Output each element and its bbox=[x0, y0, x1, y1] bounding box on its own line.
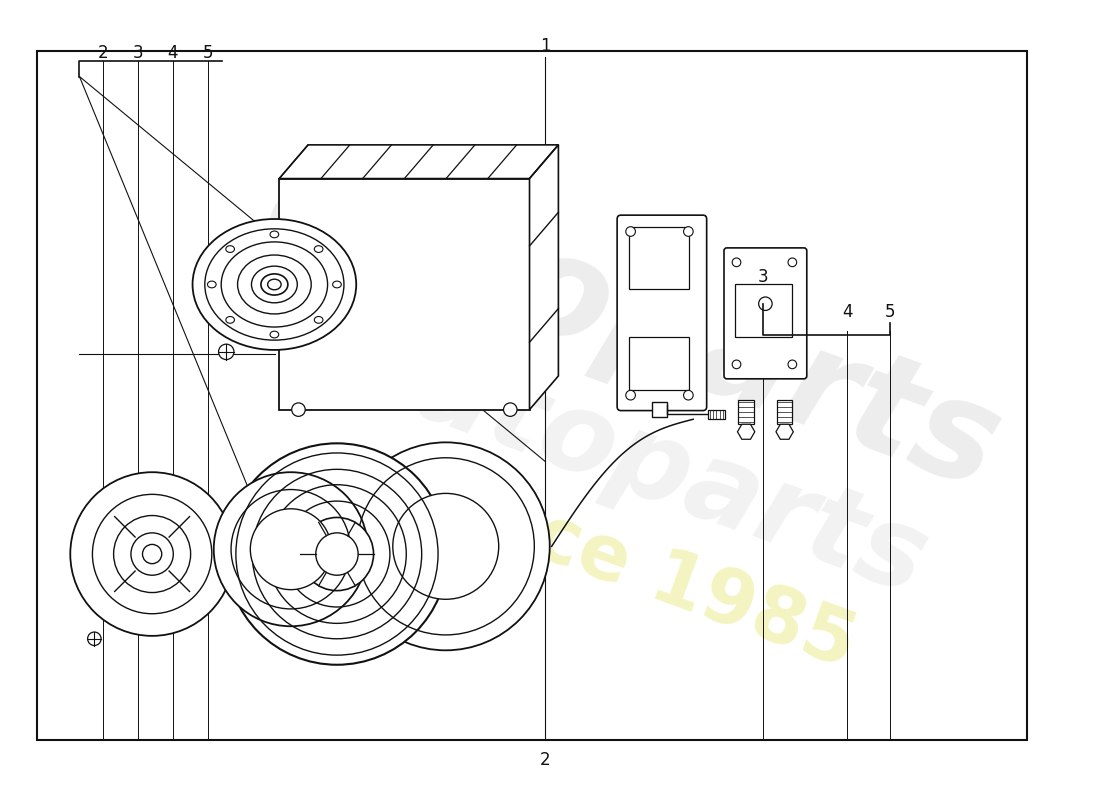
Circle shape bbox=[143, 545, 162, 564]
Polygon shape bbox=[279, 145, 559, 178]
Circle shape bbox=[131, 533, 174, 575]
Circle shape bbox=[88, 632, 101, 646]
Text: 5: 5 bbox=[202, 45, 212, 62]
Text: 4: 4 bbox=[167, 45, 178, 62]
Text: autoparts: autoparts bbox=[330, 306, 942, 617]
Circle shape bbox=[92, 494, 212, 614]
Ellipse shape bbox=[226, 246, 234, 253]
Bar bbox=[735, 285, 792, 338]
Bar bbox=[279, 178, 529, 410]
Circle shape bbox=[227, 443, 448, 665]
Text: 3: 3 bbox=[132, 45, 143, 62]
Bar bbox=[777, 400, 792, 424]
Circle shape bbox=[251, 509, 331, 590]
Circle shape bbox=[788, 258, 796, 266]
Circle shape bbox=[292, 403, 305, 416]
Circle shape bbox=[219, 344, 234, 359]
Ellipse shape bbox=[261, 274, 288, 295]
Polygon shape bbox=[776, 424, 793, 439]
Ellipse shape bbox=[315, 317, 323, 323]
Bar bbox=[707, 410, 725, 419]
Bar bbox=[629, 226, 690, 290]
FancyBboxPatch shape bbox=[617, 215, 706, 410]
Circle shape bbox=[504, 403, 517, 416]
Polygon shape bbox=[737, 424, 755, 439]
Circle shape bbox=[683, 226, 693, 236]
Text: 3: 3 bbox=[757, 268, 768, 286]
Circle shape bbox=[626, 390, 636, 400]
Ellipse shape bbox=[332, 281, 341, 288]
Circle shape bbox=[733, 258, 740, 266]
Ellipse shape bbox=[315, 246, 323, 253]
Text: 1: 1 bbox=[540, 37, 551, 54]
Circle shape bbox=[683, 390, 693, 400]
Ellipse shape bbox=[226, 317, 234, 323]
Bar bbox=[37, 51, 1027, 741]
Ellipse shape bbox=[192, 219, 356, 350]
Circle shape bbox=[300, 518, 374, 590]
Circle shape bbox=[759, 297, 772, 310]
FancyBboxPatch shape bbox=[724, 248, 806, 379]
Text: 4: 4 bbox=[842, 303, 852, 321]
Circle shape bbox=[342, 442, 550, 650]
Polygon shape bbox=[529, 145, 559, 410]
Ellipse shape bbox=[208, 281, 216, 288]
Text: 5: 5 bbox=[884, 303, 894, 321]
Circle shape bbox=[266, 527, 274, 535]
Text: 2: 2 bbox=[540, 751, 551, 770]
Ellipse shape bbox=[271, 331, 278, 338]
Text: autoparts: autoparts bbox=[253, 129, 1018, 518]
Bar bbox=[629, 338, 690, 390]
Text: since 1985: since 1985 bbox=[406, 456, 866, 683]
Circle shape bbox=[70, 472, 234, 636]
Circle shape bbox=[113, 515, 190, 593]
Bar bbox=[652, 402, 668, 418]
Circle shape bbox=[626, 226, 636, 236]
Ellipse shape bbox=[271, 231, 278, 238]
Bar bbox=[738, 400, 754, 424]
Circle shape bbox=[266, 554, 274, 562]
Circle shape bbox=[316, 533, 359, 575]
Ellipse shape bbox=[267, 279, 282, 290]
Text: 2: 2 bbox=[98, 45, 108, 62]
Circle shape bbox=[788, 360, 796, 369]
Circle shape bbox=[393, 494, 498, 599]
Circle shape bbox=[733, 360, 740, 369]
Circle shape bbox=[213, 472, 367, 626]
